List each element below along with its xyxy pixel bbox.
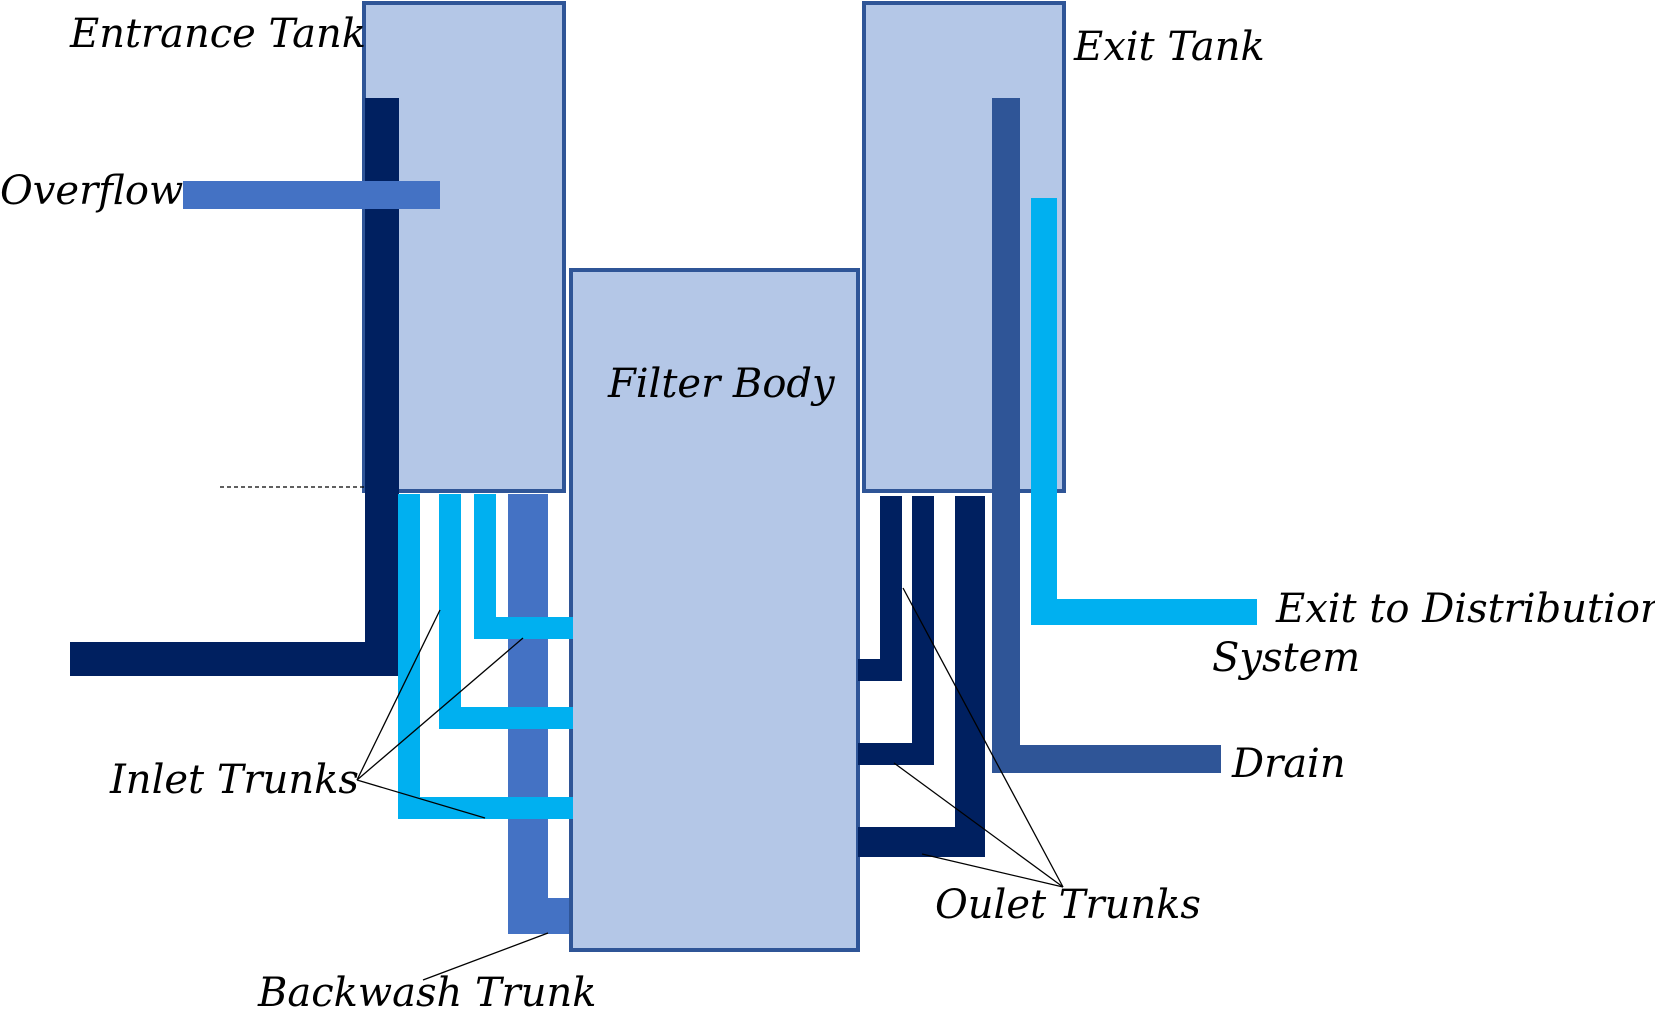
exit-distribution-label-line1: Exit to Distribution (1275, 586, 1655, 632)
exit-distribution-label-line2: System (1212, 635, 1360, 681)
overflow-pipe (183, 181, 440, 209)
outlet-trunks (858, 496, 985, 857)
filter-body (569, 268, 860, 952)
entrance-inlet-pipe (70, 98, 399, 676)
exit-tank (862, 1, 1066, 493)
drain-label: Drain (1231, 741, 1346, 787)
drain-pipe (992, 98, 1221, 773)
entrance-tank-label: Entrance Tank (69, 11, 366, 57)
filter-body-label: Filter Body (607, 361, 836, 407)
exit-distribution-pipe (1031, 198, 1257, 625)
exit-tank-label: Exit Tank (1073, 24, 1265, 70)
outlet-trunks-leaders (893, 587, 1064, 888)
inlet-trunks (398, 494, 573, 819)
inlet-trunks-label: Inlet Trunks (109, 757, 359, 803)
backwash-trunk-label: Backwash Trunk (257, 970, 597, 1009)
overflow-label: Overflow (0, 168, 183, 214)
backwash-trunk-leader (422, 932, 549, 981)
inlet-trunks-leaders (356, 609, 524, 819)
outlet-trunks-label: Oulet Trunks (935, 882, 1201, 928)
